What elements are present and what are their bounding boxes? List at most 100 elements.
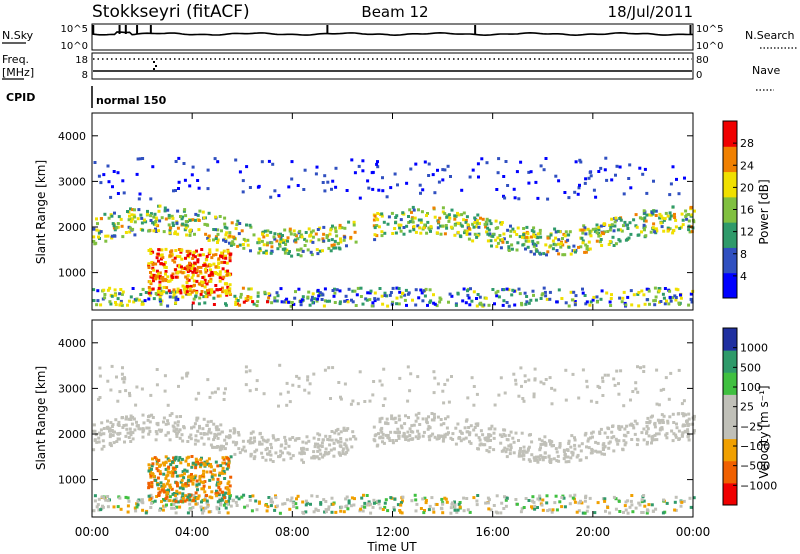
- echo-cell: [473, 232, 477, 236]
- echo-cell: [310, 456, 314, 460]
- echo-cell: [211, 477, 215, 481]
- echo-cell: [285, 403, 289, 407]
- echo-cell: [601, 379, 605, 383]
- echo-cell: [627, 177, 631, 180]
- echo-cell: [226, 463, 230, 467]
- echo-cell: [216, 294, 220, 298]
- echo-cell: [182, 426, 186, 430]
- echo-cell: [394, 421, 398, 424]
- echo-cell: [410, 499, 414, 503]
- echo-cell: [201, 253, 205, 257]
- echo-cell: [615, 164, 619, 168]
- echo-cell: [693, 414, 696, 418]
- echo-cell: [453, 503, 457, 507]
- echo-cell: [677, 368, 681, 372]
- echo-cell: [562, 496, 566, 500]
- echo-cell: [219, 288, 222, 291]
- echo-cell: [450, 294, 454, 298]
- echo-cell: [538, 228, 542, 232]
- echo-cell: [228, 496, 232, 500]
- echo-cell: [238, 451, 242, 455]
- echo-cell: [541, 498, 545, 502]
- echo-cell: [247, 287, 251, 291]
- echo-cell: [246, 504, 249, 508]
- echo-cell: [199, 474, 203, 478]
- echo-cell: [465, 229, 469, 233]
- echo-cell: [533, 378, 537, 382]
- echo-cell: [302, 460, 305, 464]
- echo-cell: [243, 505, 247, 509]
- freq-panel: Freq. [MHz] 18 8 80 0 Nave: [2, 52, 780, 91]
- echo-cell: [687, 228, 691, 232]
- echo-cell: [162, 262, 166, 266]
- echo-cell: [681, 218, 685, 222]
- echo-cell: [539, 297, 543, 300]
- echo-cell: [230, 235, 233, 239]
- echo-cell: [212, 290, 216, 294]
- echo-cell: [595, 239, 599, 243]
- echo-cell: [274, 494, 277, 498]
- echo-cell: [198, 296, 202, 300]
- echo-cell: [215, 507, 219, 511]
- echo-cell: [106, 379, 110, 383]
- y-tick-label: 1000: [58, 474, 86, 487]
- echo-cell: [593, 229, 597, 233]
- echo-cell: [155, 368, 159, 371]
- echo-cell: [239, 295, 243, 299]
- echo-cell: [287, 252, 291, 255]
- echo-cell: [222, 391, 226, 395]
- echo-cell: [406, 399, 410, 403]
- echo-cell: [668, 415, 672, 419]
- echo-cell: [341, 447, 345, 451]
- echo-cell: [169, 250, 172, 254]
- echo-cell: [555, 459, 559, 463]
- echo-cell: [312, 450, 316, 454]
- echo-cell: [178, 491, 182, 495]
- echo-cell: [242, 493, 246, 497]
- echo-cell: [645, 287, 649, 291]
- echo-cell: [382, 441, 386, 445]
- echo-cell: [109, 195, 113, 199]
- echo-cell: [552, 242, 556, 246]
- echo-cell: [435, 503, 439, 506]
- echo-cell: [567, 233, 571, 237]
- echo-cell: [221, 290, 225, 294]
- echo-cell: [279, 240, 283, 244]
- echo-cell: [683, 176, 686, 180]
- echo-cell: [166, 499, 170, 502]
- echo-cell: [581, 241, 585, 245]
- echo-cell: [248, 439, 252, 443]
- echo-cell: [654, 209, 658, 213]
- echo-cell: [441, 224, 445, 228]
- echo-cell: [208, 263, 212, 267]
- echo-cell: [170, 214, 174, 218]
- echo-cell: [112, 170, 116, 173]
- echo-cell: [234, 300, 238, 304]
- echo-cell: [490, 424, 494, 428]
- echo-cell: [561, 237, 564, 240]
- echo-cell: [410, 430, 413, 434]
- colorbar-tick-label: −25: [740, 420, 763, 433]
- echo-cell: [588, 496, 592, 500]
- echo-cell: [553, 227, 557, 231]
- echo-cell: [160, 500, 163, 504]
- echo-cell: [206, 236, 210, 240]
- echo-cell: [471, 239, 475, 243]
- cpid-label: CPID: [6, 91, 35, 104]
- echo-cell: [492, 448, 496, 452]
- echo-cell: [149, 247, 153, 251]
- echo-cell: [195, 418, 199, 422]
- echo-cell: [596, 441, 600, 445]
- echo-cell: [201, 511, 205, 515]
- echo-cell: [129, 414, 133, 418]
- echo-cell: [481, 443, 485, 447]
- echo-cell: [337, 451, 341, 455]
- echo-cell: [363, 505, 366, 509]
- echo-cell: [155, 432, 159, 436]
- echo-cell: [309, 239, 313, 243]
- echo-cell: [229, 243, 233, 247]
- echo-cell: [628, 221, 632, 225]
- echo-cell: [184, 482, 188, 486]
- echo-cell: [164, 467, 168, 471]
